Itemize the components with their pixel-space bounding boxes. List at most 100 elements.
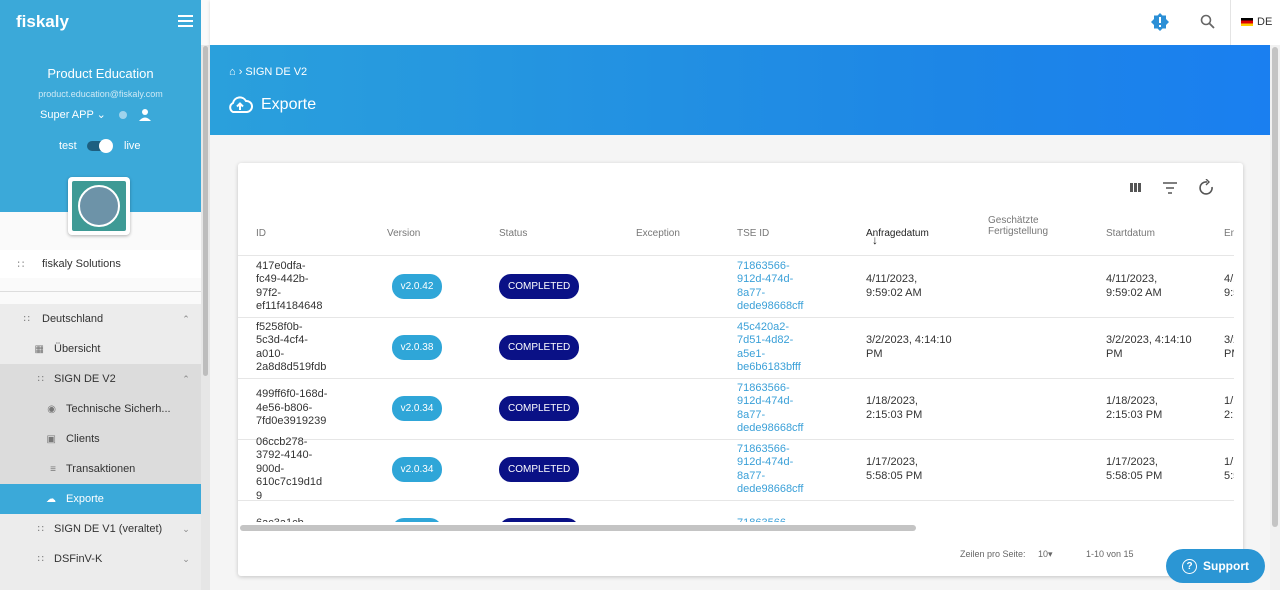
sort-icon[interactable]: ↓ [872, 233, 878, 247]
nav-item[interactable]: ∷ SIGN DE V2 ⌃ [0, 364, 201, 394]
org-email: product.education@fiskaly.com [38, 89, 163, 99]
rows-per-page[interactable]: 10▾ [1038, 549, 1053, 559]
table-cell: 71863566-912d-474d-8a77-dede98668cff [737, 256, 817, 317]
nav-label: SIGN DE V2 [54, 373, 116, 385]
column-header[interactable]: ID [256, 228, 266, 239]
table-cell: 1/10/2023 [1224, 500, 1234, 522]
column-header[interactable]: TSE ID [737, 228, 770, 239]
language-select[interactable]: DE [1241, 16, 1272, 28]
table-cell: COMPLETED [499, 317, 599, 378]
cloud-icon [229, 96, 253, 113]
table-cell: 1/10/2023 [1106, 500, 1196, 522]
table-cell: 06ccb278-3792-4140-900d-610c7c19d1d9 [256, 436, 328, 502]
table-cell: 3/2/2023, 4:14:10 PM [866, 317, 956, 378]
table-cell: 71863566-912d-474d-8a77-dede98668cff [737, 378, 817, 439]
column-header[interactable]: Status [499, 228, 528, 239]
nav-item[interactable]: ∷ Deutschland ⌃ [0, 304, 201, 334]
date: 1/17/2023, 5:58:05 PM [866, 456, 923, 482]
table-cell: 6ac3a1cb-61f2-4dd1 [256, 500, 328, 522]
table-row: 499ff6f0-168d-4e56-b806-7fd0e3919239 v2.0… [238, 378, 1234, 440]
column-header[interactable]: Geschätzte Fertigstellung [988, 215, 1049, 237]
env-toggle[interactable] [86, 137, 116, 155]
table-cell: 1/17/2023, 5:58:05 PM [1224, 439, 1234, 500]
table-cell: 3/2/2023, 4:14:10 PM [1106, 317, 1196, 378]
app-icons[interactable] [118, 108, 158, 122]
table-row: 6ac3a1cb-61f2-4dd1 v2.0.34 COMPLETED 718635… [238, 500, 1234, 522]
sidebar-header [0, 0, 201, 212]
env-test: test [59, 140, 77, 152]
support-button[interactable]: ? Support [1166, 549, 1265, 583]
nav-item[interactable]: ≡ Transaktionen [0, 454, 201, 484]
header-divider [238, 255, 1234, 256]
table-cell: 499ff6f0-168d-4e56-b806-7fd0e3919239 [256, 378, 328, 439]
date: 1/18/2023, 2:15:03 PM [866, 395, 923, 421]
scrollbar-thumb[interactable] [1272, 47, 1278, 527]
column-header[interactable]: Enddatum [1224, 228, 1234, 239]
sidebar: fiskaly Product Education product.educat… [0, 0, 210, 590]
nav-item[interactable]: ▦ Übersicht [0, 334, 201, 364]
nav-label: Technische Sicherh... [66, 403, 171, 415]
date: 1/17/2023, 5:58:05 PM [1224, 456, 1234, 482]
nav-label: DSFinV-K [54, 553, 103, 565]
table-tools[interactable] [1128, 179, 1218, 197]
env-live: live [124, 140, 141, 152]
table-cell: 1/17/2023, 5:58:05 PM [1106, 439, 1196, 500]
nav-item[interactable]: ∷ fiskaly Solutions [0, 250, 201, 278]
tse-link[interactable]: 71863566-912d-474d-8a77-dede98668cff [737, 259, 804, 313]
tse-link[interactable]: 71863566-912d-474d [737, 517, 817, 522]
table-cell: v2.0.42 [387, 256, 447, 317]
table-cell: 3/2/2023, 4:14:10 PM [1224, 317, 1234, 378]
search-icon[interactable] [1200, 14, 1216, 30]
date: 4/11/2023, 9:59:02 AM [1224, 273, 1234, 299]
nav-label: Deutschland [42, 313, 104, 325]
nav-item[interactable]: ∷ DSFinV-K ⌄ [0, 544, 201, 574]
nav-item[interactable]: ◉ Technische Sicherh... [0, 394, 201, 424]
date: 4/11/2023, 9:59:02 AM [866, 273, 922, 299]
column-header[interactable]: Startdatum [1106, 228, 1155, 239]
nav-item[interactable]: ▣ Clients [0, 424, 201, 454]
nav-chevron: ⌃ [182, 373, 190, 384]
table-cell: 4/11/2023, 9:59:02 AM [1224, 256, 1234, 317]
table-cell: v2.0.38 [387, 317, 447, 378]
status-badge: COMPLETED [499, 273, 580, 300]
export-id: 499ff6f0-168d-4e56-b806-7fd0e3919239 [256, 388, 328, 428]
org-name: Product Education [47, 66, 154, 81]
tse-link[interactable]: 71863566-912d-474d-8a77-dede98668cff [737, 442, 804, 496]
h-scrollbar[interactable] [240, 525, 916, 531]
app-select[interactable]: Super APP ⌄ [40, 109, 106, 121]
status-badge: COMPLETED [499, 334, 580, 361]
nav-icon: ∷ [37, 553, 44, 565]
scrollbar-thumb[interactable] [203, 46, 208, 376]
breadcrumb[interactable]: ⌂ › SIGN DE V2 [229, 66, 308, 78]
divider [1230, 0, 1231, 45]
nav-item[interactable]: ☁ Exporte [0, 484, 201, 514]
tse-link[interactable]: 45c420a2-7d51-4d82-a5e1-be6b6183bfff [737, 320, 801, 374]
table-cell: 4/11/2023, 9:59:02 AM [1106, 256, 1196, 317]
version-badge: v2.0.34 [391, 456, 443, 483]
column-header[interactable]: Anfragedatum [866, 228, 929, 239]
nav-icon: ∷ [37, 523, 44, 535]
table-row: 417e0dfa-fc49-442b-97f2-ef11f4184648 v2.0… [238, 256, 1234, 318]
nav-icon: ▣ [46, 433, 56, 445]
divider [0, 291, 201, 292]
column-header[interactable]: Version [387, 228, 421, 239]
version-badge: v2.0.34 [391, 517, 443, 522]
page-range: 1-10 von 15 [1086, 549, 1134, 559]
export-id: 417e0dfa-fc49-442b-97f2-ef11f4184648 [256, 259, 323, 313]
notification-icon[interactable] [1150, 12, 1170, 32]
table-cell: 1/18/2023, 2:15:03 PM [1106, 378, 1196, 439]
table-cell: COMPLETED [499, 439, 599, 500]
logo[interactable]: fiskaly [16, 12, 69, 31]
app-name: Super APP [40, 109, 94, 121]
menu-icon[interactable] [178, 14, 194, 28]
nav-item[interactable]: ∷ SIGN DE V1 (veraltet) ⌄ [0, 514, 201, 544]
date: 1/17/2023, 5:58:05 PM [1106, 456, 1163, 482]
tse-link[interactable]: 71863566-912d-474d-8a77-dede98668cff [737, 381, 804, 435]
column-header[interactable]: Exception [636, 228, 680, 239]
page-header: ⌂ › SIGN DE V2 Exporte [210, 45, 1270, 135]
status-badge: COMPLETED [499, 456, 580, 483]
nav-chevron: ⌄ [182, 553, 190, 564]
table-row: f5258f0b-5c3d-4cf4-a010-2a8d8d519fdb v2.0… [238, 317, 1234, 379]
table: ID Version Status Exception TSE ID Anfragedat… [238, 213, 1234, 522]
nav-section: ∷ Deutschland ⌃ ▦ Übersicht ∷ SIGN DE V2 ⌃ ◉ Tech… [0, 304, 201, 590]
